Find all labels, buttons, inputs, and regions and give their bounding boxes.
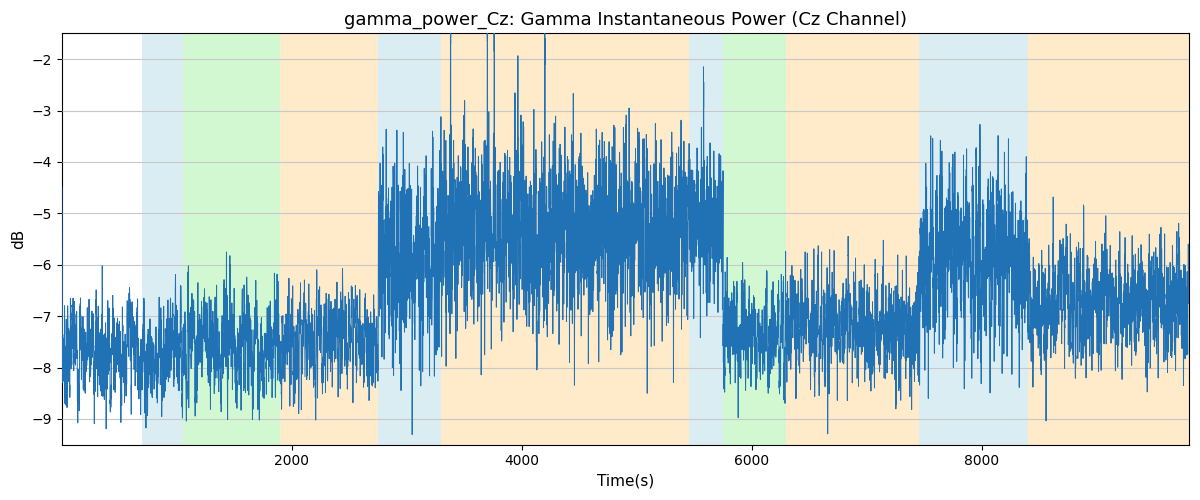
Y-axis label: dB: dB <box>11 229 26 249</box>
Bar <box>689 34 724 445</box>
X-axis label: Time(s): Time(s) <box>596 474 654 489</box>
Bar <box>281 34 378 445</box>
Bar <box>378 34 442 445</box>
Bar <box>182 34 281 445</box>
Bar <box>919 34 1028 445</box>
Title: gamma_power_Cz: Gamma Instantaneous Power (Cz Channel): gamma_power_Cz: Gamma Instantaneous Powe… <box>344 11 907 30</box>
Bar <box>724 34 786 445</box>
Bar <box>442 34 689 445</box>
Bar <box>143 34 182 445</box>
Bar <box>786 34 919 445</box>
Bar <box>1028 34 1189 445</box>
